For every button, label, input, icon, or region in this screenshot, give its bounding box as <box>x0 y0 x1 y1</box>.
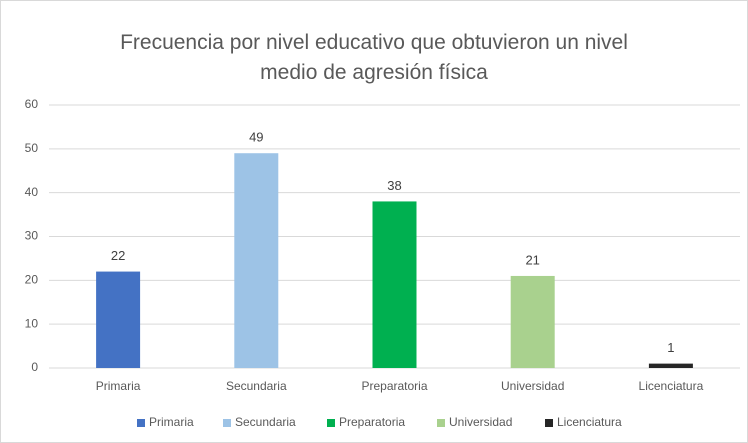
legend-label: Licenciatura <box>557 415 622 429</box>
legend-swatch <box>327 419 335 427</box>
value-label: 22 <box>111 248 125 263</box>
x-tick-label: Secundaria <box>226 379 287 393</box>
bar <box>372 201 417 368</box>
legend-swatch <box>437 419 445 427</box>
legend-label: Primaria <box>149 415 194 429</box>
legend-label: Secundaria <box>235 415 296 429</box>
y-tick-label: 20 <box>25 273 39 287</box>
y-tick-label: 10 <box>25 316 39 330</box>
value-label: 49 <box>249 130 263 145</box>
x-tick-label: Licenciatura <box>639 379 704 393</box>
y-tick-label: 0 <box>31 360 38 374</box>
legend-swatch <box>545 419 553 427</box>
value-label: 38 <box>387 178 401 193</box>
legend-label: Preparatoria <box>339 415 405 429</box>
legend-label: Universidad <box>449 415 512 429</box>
x-tick-label: Preparatoria <box>361 379 427 393</box>
x-tick-label: Universidad <box>501 379 564 393</box>
value-label: 1 <box>667 340 674 355</box>
y-tick-label: 50 <box>25 141 39 155</box>
bar <box>234 153 279 368</box>
bar <box>96 271 141 368</box>
bar <box>510 275 555 368</box>
legend-swatch <box>137 419 145 427</box>
y-tick-label: 40 <box>25 185 39 199</box>
chart-title: Frecuencia por nivel educativo que obtuv… <box>120 31 628 84</box>
y-tick-label: 30 <box>25 229 39 243</box>
bar <box>648 363 693 368</box>
value-label: 21 <box>525 252 539 267</box>
x-tick-label: Primaria <box>96 379 141 393</box>
legend-swatch <box>223 419 231 427</box>
y-tick-label: 60 <box>25 97 39 111</box>
